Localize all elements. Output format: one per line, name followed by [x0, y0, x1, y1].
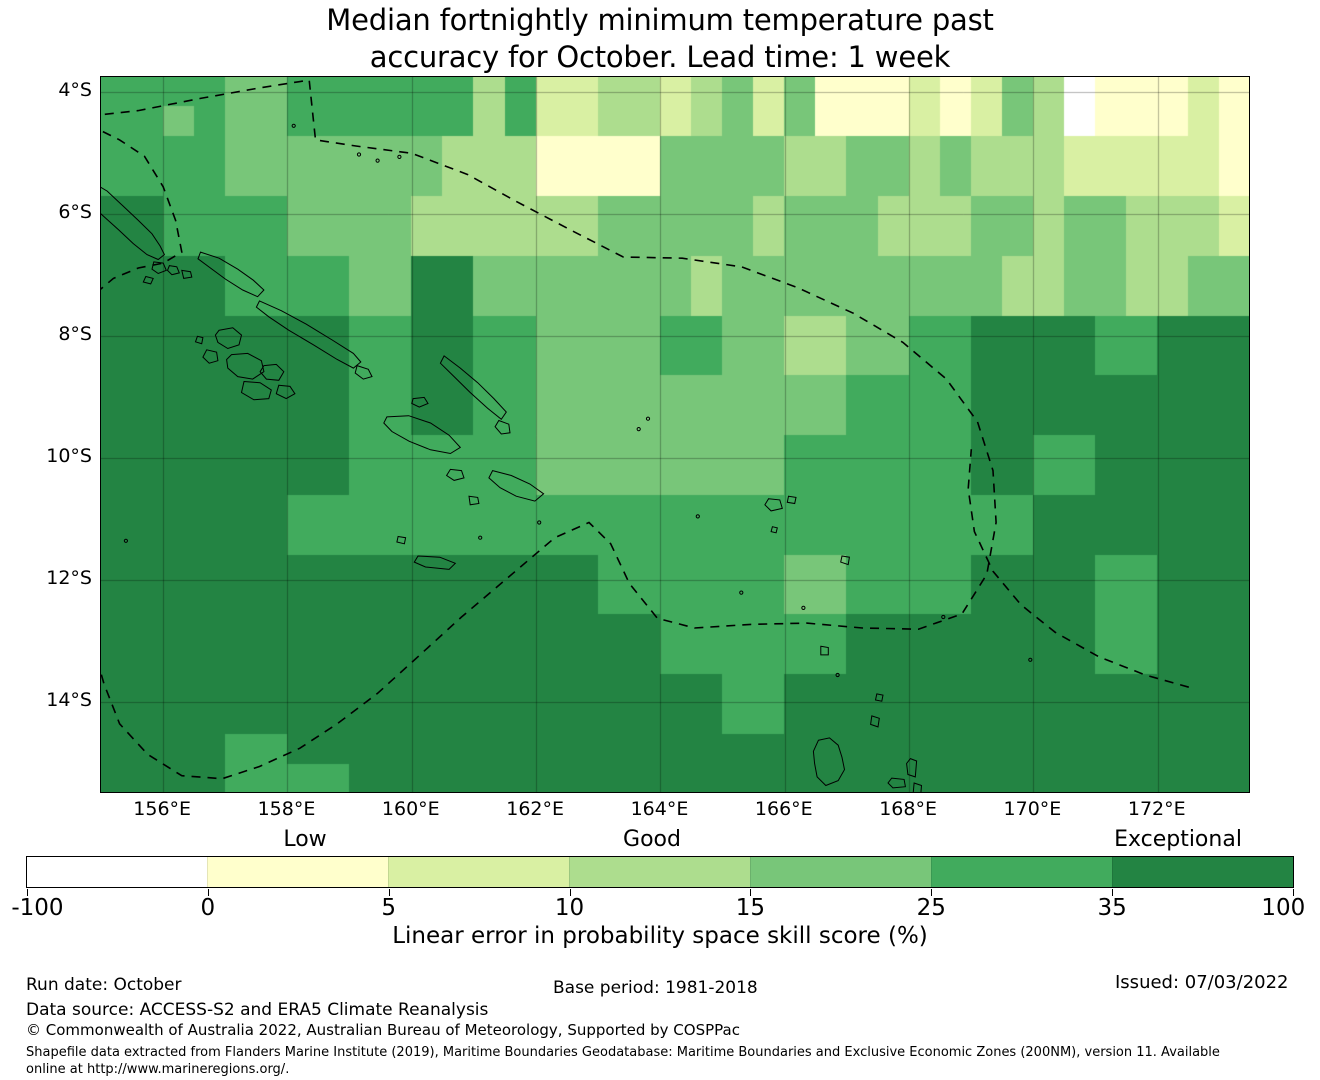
- footer-issued-date: Issued: 07/03/2022: [1115, 972, 1289, 993]
- colorbar-tick-mark-0: [27, 889, 28, 896]
- colorbar-tick-label-0: -100: [11, 895, 64, 921]
- x-tick-1: 158°E: [257, 798, 316, 820]
- skill-score-heatmap: [101, 77, 1249, 792]
- footer-shapefile-credit: Shapefile data extracted from Flanders M…: [26, 1045, 1220, 1077]
- colorbar-tick-mark-4: [750, 889, 752, 896]
- x-tick-4: 164°E: [630, 798, 689, 820]
- colorbar-tick-mark-1: [207, 889, 209, 896]
- y-tick-2: 8°S: [58, 323, 92, 346]
- colorbar-category-exceptional: Exceptional: [1114, 827, 1242, 852]
- colorbar-tick-mark-2: [388, 889, 390, 896]
- colorbar-tick-label-2: 5: [381, 895, 397, 921]
- x-tick-5: 166°E: [754, 798, 813, 820]
- colorbar-axis-title: Linear error in probability space skill …: [392, 923, 928, 949]
- footer-data-source: Data source: ACCESS-S2 and ERA5 Climate …: [26, 1000, 489, 1020]
- colorbar-tick-label-3: 10: [554, 895, 585, 921]
- coastline-and-eez-layer: [101, 79, 1190, 792]
- colorbar-tick-label-6: 35: [1097, 895, 1127, 921]
- y-tick-5: 14°S: [46, 689, 92, 712]
- colorbar-category-good: Good: [623, 827, 681, 852]
- x-tick-8: 172°E: [1127, 798, 1186, 820]
- x-tick-6: 168°E: [879, 798, 937, 820]
- colorbar-segment-5[interactable]: [931, 857, 1112, 887]
- y-tick-0: 4°S: [58, 79, 92, 102]
- footer-run-date: Run date: October: [26, 975, 182, 995]
- colorbar-segment-4[interactable]: [750, 857, 931, 887]
- colorbar-tick-mark-7: [1293, 889, 1294, 896]
- colorbar-tick-label-7: 100: [1261, 895, 1306, 921]
- footer-base-period: Base period: 1981-2018: [553, 978, 758, 998]
- colorbar-segment-2[interactable]: [388, 857, 569, 887]
- colorbar-tick-mark-6: [1112, 889, 1114, 896]
- colorbar-segment-3[interactable]: [569, 857, 750, 887]
- colorbar-tick-label-1: 0: [200, 895, 216, 921]
- colorbar-tick-label-5: 25: [916, 895, 946, 921]
- colorbar-tick-label-4: 15: [735, 895, 766, 921]
- x-tick-2: 160°E: [381, 798, 440, 820]
- y-tick-4: 12°S: [46, 567, 92, 590]
- colorbar-tick-mark-3: [569, 889, 571, 896]
- colorbar-segment-0[interactable]: [27, 857, 207, 887]
- colorbar-segment-6[interactable]: [1112, 857, 1293, 887]
- colorbar-segment-1[interactable]: [207, 857, 388, 887]
- colorbar[interactable]: [26, 856, 1294, 888]
- page-title: Median fortnightly minimum temperature p…: [326, 3, 994, 74]
- x-tick-7: 170°E: [1003, 798, 1062, 820]
- colorbar-category-low: Low: [283, 827, 327, 852]
- y-tick-3: 10°S: [46, 445, 92, 468]
- footer-copyright: © Commonwealth of Australia 2022, Austra…: [26, 1021, 740, 1039]
- map-plot-area[interactable]: [100, 76, 1250, 793]
- x-tick-3: 162°E: [506, 798, 565, 820]
- y-tick-1: 6°S: [58, 201, 92, 224]
- x-tick-0: 156°E: [133, 798, 192, 820]
- colorbar-tick-mark-5: [931, 889, 933, 896]
